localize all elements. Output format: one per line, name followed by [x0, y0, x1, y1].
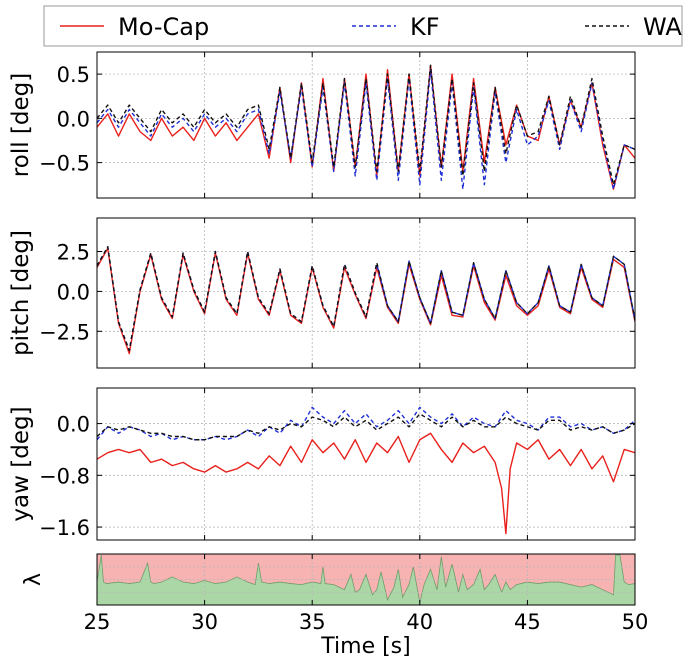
series-wa-line: [97, 64, 635, 186]
panel-lambda: λ 25 30 35 40 45 50 Time [s]: [21, 553, 649, 659]
series-wa-line: [97, 413, 635, 441]
y-tick-label: −0.8: [39, 464, 90, 488]
x-tick-label: 45: [514, 610, 541, 634]
y-tick-label: 0.5: [57, 63, 90, 87]
x-tick-label: 40: [406, 610, 433, 634]
legend-label-wa: WA: [643, 13, 682, 41]
series-kf-line: [97, 246, 635, 352]
legend: Mo-Cap KF WA: [43, 5, 683, 47]
y-tick-label: −0.5: [39, 152, 90, 176]
x-axis-label: Time [s]: [320, 634, 410, 659]
y-tick-label: −2.5: [39, 320, 90, 344]
lambda-area: [97, 554, 635, 605]
x-tick-label: 50: [622, 610, 649, 634]
x-tick-label: 30: [191, 610, 218, 634]
y-tick-label: 2.5: [57, 241, 90, 265]
axes-frame: [96, 387, 636, 541]
series-mocap-line: [97, 432, 635, 535]
plot-area: [97, 52, 635, 198]
y-axis-label: pitch [deg]: [8, 230, 34, 356]
y-axis-label: λ: [21, 573, 46, 586]
y-tick-label: 0.0: [57, 413, 90, 437]
x-tick-label: 25: [84, 610, 111, 634]
axes-frame: [96, 51, 636, 199]
y-axis-label: roll [deg]: [8, 73, 34, 177]
x-tick-label: 35: [299, 610, 326, 634]
series-kf-line: [97, 69, 635, 190]
y-axis-label: yaw [deg]: [8, 406, 34, 521]
series-kf-line: [97, 406, 635, 441]
legend-label-kf: KF: [410, 13, 440, 41]
series-mocap-line: [97, 247, 635, 355]
plot-area: [97, 218, 635, 368]
plot-area: [97, 388, 635, 540]
axes-frame: [96, 553, 636, 606]
plot-area: [97, 554, 635, 605]
y-tick-label: −1.6: [39, 516, 90, 540]
axes-frame: [96, 217, 636, 369]
series-wa-line: [97, 246, 635, 352]
legend-label-mocap: Mo-Cap: [118, 13, 209, 41]
y-tick-label: 0.0: [57, 107, 90, 131]
y-tick-label: 0.0: [57, 280, 90, 304]
